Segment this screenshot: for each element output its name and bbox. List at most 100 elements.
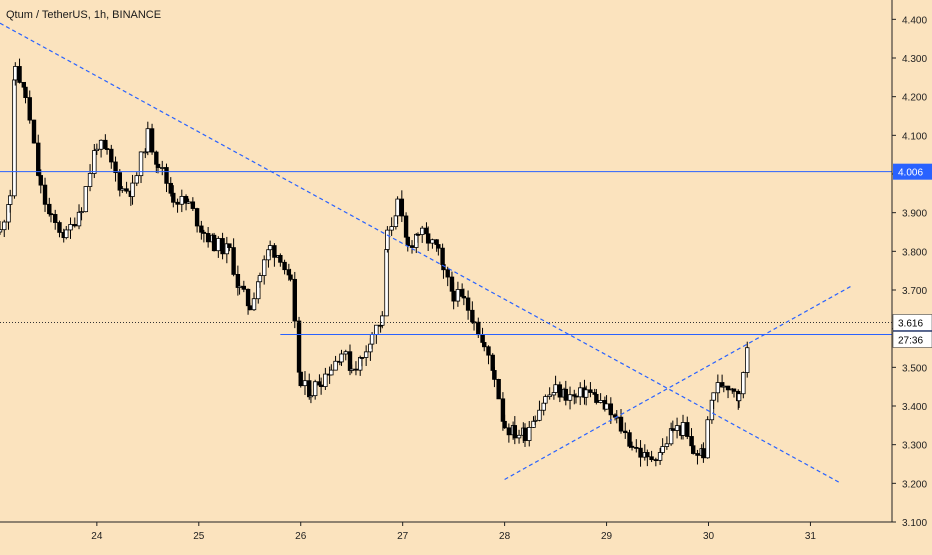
candle-body bbox=[664, 443, 670, 447]
candle-body bbox=[17, 66, 22, 83]
candle-body bbox=[272, 245, 277, 258]
candle-body bbox=[725, 385, 731, 391]
candle-body bbox=[496, 379, 501, 400]
candle-body bbox=[220, 238, 225, 255]
candle-body bbox=[227, 243, 232, 248]
candle-body bbox=[79, 211, 84, 214]
current-price-tag bbox=[892, 314, 932, 331]
candle-body bbox=[109, 148, 114, 163]
x-tick-label: 24 bbox=[91, 531, 103, 542]
candle-body bbox=[731, 388, 737, 392]
candle-body bbox=[168, 182, 173, 194]
candle-body bbox=[257, 275, 263, 283]
candle-body bbox=[76, 211, 82, 227]
candle-body bbox=[190, 201, 196, 209]
candle-body bbox=[231, 247, 236, 275]
candle-body bbox=[384, 249, 389, 317]
candle-body bbox=[618, 416, 624, 432]
candle-body bbox=[506, 427, 512, 436]
candle-body bbox=[251, 298, 257, 311]
candle-body bbox=[645, 452, 650, 458]
candle-body bbox=[701, 448, 706, 459]
x-tick-label: 25 bbox=[193, 531, 205, 542]
candle-body bbox=[695, 453, 700, 456]
candle-body bbox=[113, 161, 118, 174]
candle-body bbox=[134, 175, 139, 184]
candle-body bbox=[124, 188, 129, 192]
candle-body bbox=[741, 372, 746, 395]
candle-body bbox=[430, 239, 435, 244]
candle-body bbox=[461, 295, 467, 299]
candle-body bbox=[155, 163, 161, 168]
y-tick-label: 3.700 bbox=[902, 286, 927, 297]
candle-body bbox=[98, 139, 104, 150]
candles-layer bbox=[0, 58, 750, 467]
candle-body bbox=[553, 384, 558, 393]
candle-body bbox=[482, 342, 487, 348]
candle-body bbox=[445, 269, 450, 278]
y-tick-label: 3.300 bbox=[902, 441, 927, 452]
candle-body bbox=[138, 151, 144, 177]
candle-body bbox=[674, 425, 680, 431]
candle-body bbox=[72, 224, 77, 227]
candle-body bbox=[42, 184, 48, 205]
level-price-tag bbox=[893, 163, 932, 180]
candle-body bbox=[380, 315, 385, 326]
candle-body bbox=[399, 198, 405, 217]
candle-body bbox=[267, 245, 273, 251]
candle-body bbox=[512, 425, 518, 439]
candle-body bbox=[13, 66, 18, 81]
symbol-title: Qtum / TetherUS, 1h, BINANCE bbox=[6, 9, 162, 21]
candle-body bbox=[691, 445, 696, 454]
candle-body bbox=[27, 97, 32, 121]
time-axis[interactable]: 24 25 26 27 28 29 30 31 bbox=[91, 522, 816, 542]
candle-body bbox=[653, 459, 659, 462]
candle-body bbox=[143, 151, 148, 154]
candle-body bbox=[374, 324, 379, 335]
candle-body bbox=[83, 186, 89, 213]
candle-body bbox=[329, 369, 334, 376]
candle-body bbox=[389, 226, 394, 231]
candle-body bbox=[736, 393, 742, 402]
candle-body bbox=[130, 182, 135, 197]
y-tick-label: 4.100 bbox=[902, 131, 927, 142]
candle-body bbox=[120, 188, 125, 191]
candle-body bbox=[117, 172, 122, 191]
candle-body bbox=[685, 422, 690, 437]
candle-body bbox=[31, 119, 37, 144]
countdown-label: 27:36 bbox=[898, 335, 923, 346]
trendlines-layer bbox=[0, 22, 852, 484]
candle-body bbox=[349, 368, 354, 371]
candle-body bbox=[588, 389, 593, 393]
candle-body bbox=[186, 201, 191, 204]
candle-body bbox=[522, 427, 528, 441]
candle-body bbox=[385, 229, 390, 250]
candle-body bbox=[12, 79, 17, 197]
candle-body bbox=[296, 320, 302, 373]
candle-body bbox=[353, 368, 359, 371]
y-tick-label: 3.100 bbox=[902, 518, 927, 529]
candle-body bbox=[216, 238, 221, 252]
candle-body bbox=[171, 192, 176, 203]
candle-body bbox=[680, 422, 686, 436]
candle-body bbox=[721, 385, 726, 388]
candle-body bbox=[563, 388, 568, 401]
candle-body bbox=[436, 244, 441, 249]
candle-body bbox=[278, 254, 283, 263]
candle-body bbox=[333, 360, 338, 371]
candle-body bbox=[567, 394, 573, 401]
y-tick-label: 3.800 bbox=[902, 247, 927, 258]
candle-body bbox=[533, 419, 538, 422]
candle-body bbox=[298, 371, 303, 387]
candle-body bbox=[670, 428, 676, 431]
candle-body bbox=[154, 151, 159, 165]
candle-body bbox=[237, 285, 242, 288]
candle-body bbox=[527, 427, 532, 441]
candle-body bbox=[409, 245, 415, 248]
level-price-label: 4.006 bbox=[898, 168, 923, 179]
candle-body bbox=[23, 86, 28, 98]
candle-body bbox=[547, 394, 552, 397]
candle-body bbox=[660, 446, 665, 453]
candle-body bbox=[627, 432, 632, 447]
